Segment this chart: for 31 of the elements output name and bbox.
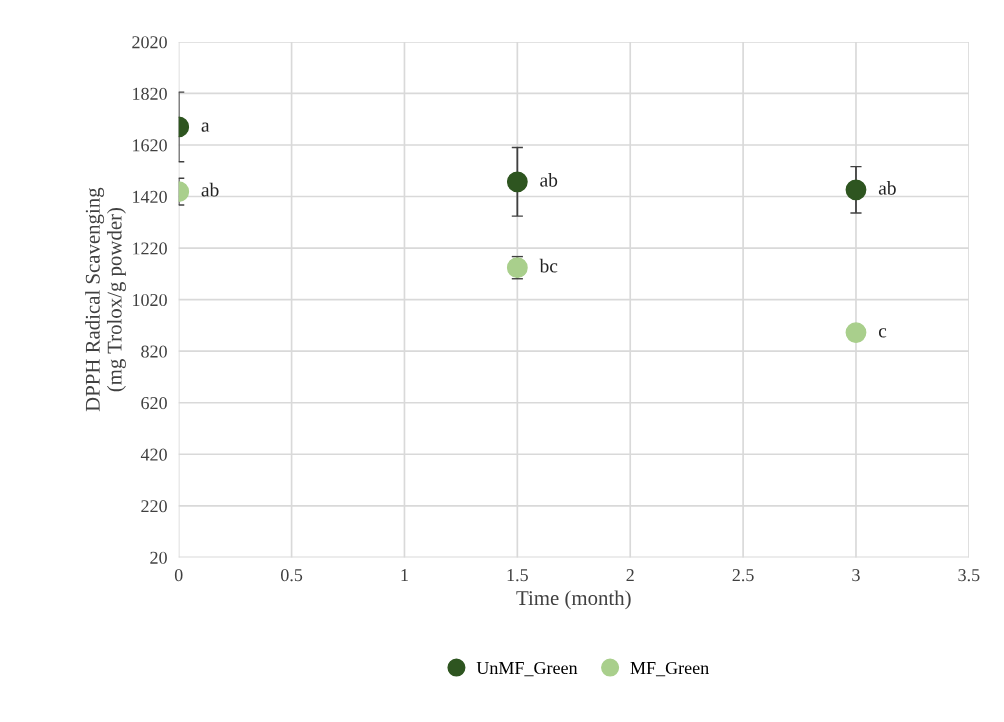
annotation: ab	[540, 173, 558, 187]
annotation: ab	[878, 181, 896, 195]
x-tick-label: 0	[174, 569, 183, 582]
y-axis-title: DPPH Radical Scavenging (mg Trolox/g powder)	[85, 187, 126, 412]
x-tick-label: 3	[852, 569, 860, 582]
x-axis-title: Time (month)	[516, 590, 631, 610]
annotation: ab	[201, 182, 219, 197]
y-tick-label: 1620	[133, 139, 167, 152]
x-tick-label: 2	[626, 569, 634, 582]
y-tick-label: 620	[141, 396, 167, 410]
y-tick-label: 420	[140, 448, 167, 461]
x-tick-label: 0.5	[280, 569, 303, 582]
legend-label: UnMF_Green	[476, 661, 578, 677]
y-tick-label: 1820	[133, 87, 167, 100]
annotation: a	[201, 122, 210, 132]
annotation: bc	[539, 258, 558, 273]
y-tick-label: 2020	[132, 36, 167, 49]
y-tick-label: 820	[141, 345, 167, 358]
x-tick-label: 3.5	[958, 569, 980, 582]
point	[845, 179, 867, 201]
annotation: c	[878, 328, 887, 338]
legend-label: MF_Green	[630, 661, 709, 677]
point	[845, 322, 867, 344]
y-tick-label: 20	[150, 551, 167, 564]
x-tick-label: 1	[401, 569, 408, 582]
y-tick-label: 1420	[133, 190, 167, 203]
x-tick-label: 2.5	[732, 569, 754, 582]
x-tick-label: 1.5	[507, 569, 528, 582]
y-tick-label: 1020	[133, 293, 167, 307]
y-tick-label: 220	[141, 500, 167, 513]
y-tick-label: 1220	[133, 242, 167, 255]
